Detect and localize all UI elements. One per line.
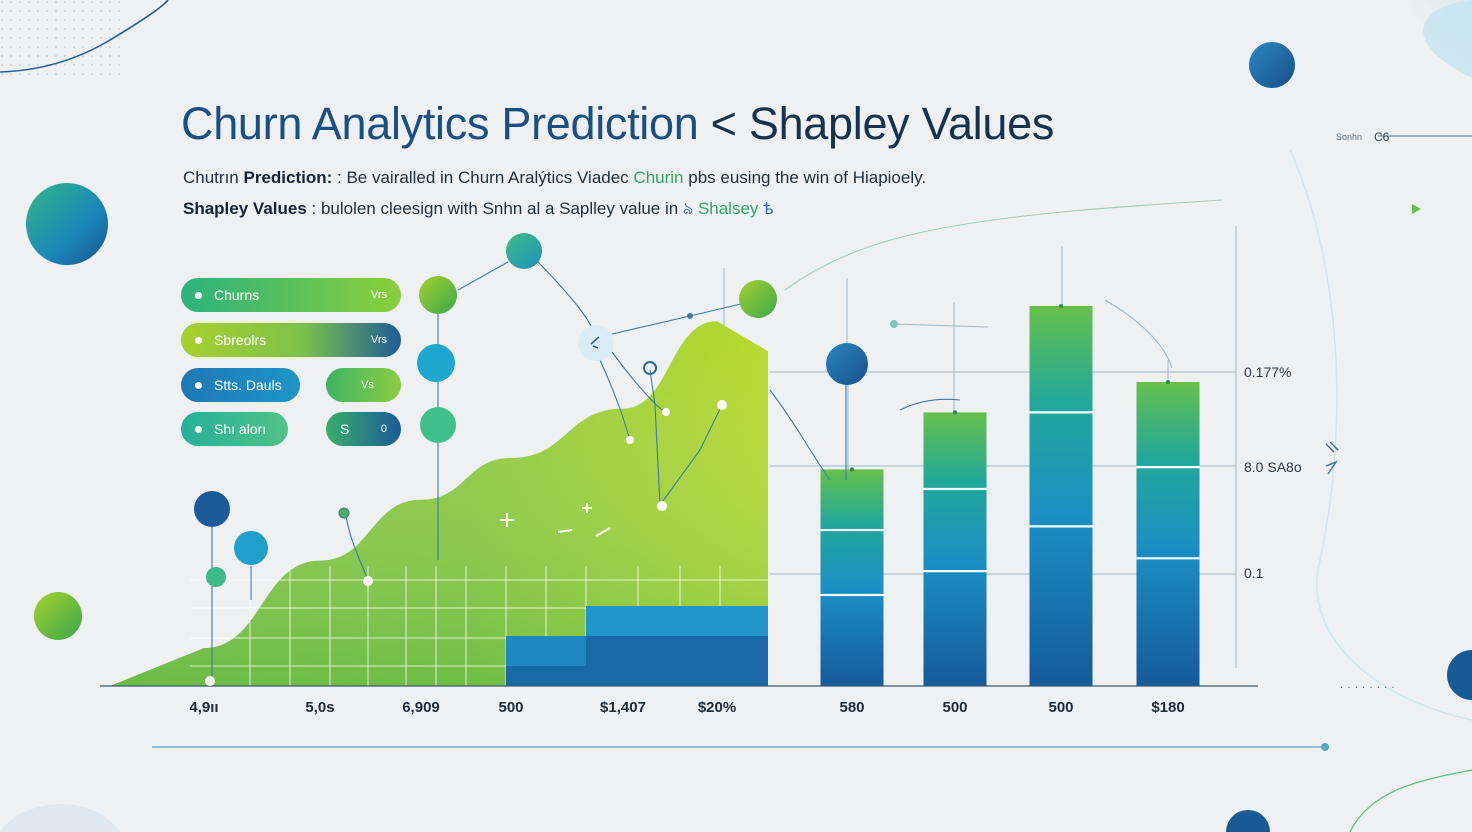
pill-value: Vs bbox=[361, 379, 374, 391]
node-dot-2 bbox=[890, 320, 898, 328]
decor-circle-edge bbox=[1447, 650, 1472, 700]
node-blue-large bbox=[826, 343, 868, 385]
pill-value: Vrs bbox=[370, 289, 387, 301]
y-tick-label: 8.0 SA8o bbox=[1244, 459, 1302, 475]
decor-circle-green bbox=[34, 592, 82, 640]
decor-circle-topright bbox=[1249, 42, 1295, 88]
y-tick-label: 0.1 bbox=[1244, 565, 1264, 581]
x-tick-label: $180 bbox=[1151, 699, 1184, 716]
ellipsis: ........ bbox=[1340, 677, 1399, 691]
pill-dot-icon bbox=[195, 336, 202, 344]
bar-series bbox=[820, 304, 1200, 686]
decor-swoosh bbox=[0, 0, 169, 73]
pill-label: Stts. Dauls bbox=[214, 377, 282, 393]
cursor-icon bbox=[590, 336, 600, 349]
subtitle2-end: ѣ bbox=[763, 199, 774, 218]
decor-curve-bottom bbox=[1349, 769, 1472, 832]
node-blue bbox=[417, 344, 455, 382]
x-tick-labels: 4,9ıı 5,0s 6,909 500 $1,407 $20% 580 500 500 $180 bbox=[189, 699, 1184, 716]
bar-top-marker bbox=[953, 410, 957, 415]
subtitle-bold: Prediction: bbox=[243, 168, 333, 187]
pill-dot-icon bbox=[195, 425, 202, 433]
corner-label-small: Sonhn bbox=[1336, 132, 1362, 142]
pill-value: Vrs bbox=[370, 334, 387, 346]
area-block bbox=[506, 636, 586, 666]
legend-pill-shi-alori[interactable]: Shı alorı bbox=[181, 412, 288, 446]
legend-pill-stts-dauls[interactable]: Stts. Dauls bbox=[181, 368, 300, 402]
pill-dot-icon bbox=[195, 291, 202, 299]
legend-pill-s[interactable]: S 0 bbox=[326, 412, 401, 446]
x-tick-label: 500 bbox=[942, 699, 967, 716]
subtitle-highlight: Churin bbox=[633, 168, 684, 187]
node-cyan bbox=[234, 531, 268, 565]
subtitle2-glyph: ঌ bbox=[682, 199, 694, 218]
node-dot-3 bbox=[687, 313, 693, 319]
area-block bbox=[586, 606, 768, 636]
subtitle-line-2: Shapley Values : bulolen cleesign with S… bbox=[183, 196, 774, 224]
pill-label: S bbox=[340, 421, 350, 437]
x-tick-label: 5,0s bbox=[305, 699, 334, 716]
pill-label: Churns bbox=[214, 287, 260, 303]
decor-circle-left bbox=[26, 183, 108, 265]
node-teal-top bbox=[506, 233, 542, 269]
node-navy bbox=[194, 491, 230, 527]
y-tick-label: 0.177% bbox=[1244, 364, 1291, 380]
title-part-2: < Shapley Values bbox=[710, 98, 1055, 149]
play-icon bbox=[1412, 204, 1421, 214]
node-small-teal bbox=[206, 567, 226, 587]
bar-top-marker bbox=[850, 467, 854, 472]
x-tick-label: 500 bbox=[498, 699, 523, 716]
subtitle2-bold: Shapley Values bbox=[183, 199, 307, 218]
x-tick-label: 580 bbox=[839, 699, 864, 716]
area-blocks bbox=[506, 606, 768, 686]
x-tick-label: $20% bbox=[698, 699, 736, 716]
decor-curve-right bbox=[1289, 149, 1472, 721]
x-tick-label: $1,407 bbox=[600, 699, 646, 716]
legend-pill-vs[interactable]: Vs bbox=[326, 368, 401, 402]
node-teal bbox=[420, 407, 456, 443]
x-tick-label: 4,9ıı bbox=[189, 699, 218, 716]
subtitle2-text: : bulolen cleesign with Snhn al a Saplle… bbox=[311, 199, 679, 218]
bar bbox=[923, 412, 987, 686]
subtitle-line-1: Chutrın Prediction: : Be vairalled in Ch… bbox=[183, 168, 926, 188]
bar bbox=[1029, 306, 1093, 686]
pill-label: Shı alorı bbox=[214, 421, 267, 437]
legend-pill-churns[interactable]: Churns Vrs bbox=[181, 278, 401, 312]
subtitle2-highlight: Shalsey bbox=[697, 199, 759, 218]
x-tick-label: 500 bbox=[1048, 699, 1073, 716]
node-pale bbox=[578, 325, 614, 361]
x-tick-label: 6,909 bbox=[402, 699, 440, 716]
pill-label: Sbreolrs bbox=[214, 332, 267, 348]
title-part-1: Churn Analytics Prediction bbox=[181, 98, 699, 149]
subtitle-prefix: Chutrın bbox=[183, 168, 239, 187]
dot-pattern bbox=[0, 0, 120, 78]
node-dot bbox=[338, 507, 350, 519]
pill-value: 0 bbox=[380, 423, 387, 435]
y-tick-labels: 0.177% 8.0 SA8o 0.1 bbox=[1244, 364, 1302, 581]
bar-top-marker bbox=[1166, 380, 1170, 384]
area-markers bbox=[205, 400, 727, 686]
node-green-right bbox=[739, 280, 777, 318]
subtitle-text: : Be vairalled in Churn Aralýtics Viadec bbox=[337, 168, 629, 187]
timeline-end bbox=[1321, 743, 1329, 751]
bar bbox=[820, 469, 884, 686]
decor-circle-bottom bbox=[1226, 810, 1270, 832]
page-title: Churn Analytics Prediction < Shapley Val… bbox=[181, 98, 1054, 150]
bar-top-marker bbox=[1059, 304, 1063, 308]
node-green bbox=[419, 276, 457, 314]
bar bbox=[1136, 382, 1200, 686]
decor-blob bbox=[0, 804, 120, 832]
sparkle-icons bbox=[500, 503, 611, 537]
corner-label: C6 bbox=[1374, 130, 1390, 144]
subtitle-suffix: pbs eusing the win of Hiapioely. bbox=[688, 168, 927, 187]
link-icons bbox=[1325, 441, 1339, 475]
area-shade bbox=[110, 321, 768, 686]
pin-icon bbox=[643, 361, 657, 375]
corner-wave bbox=[1423, 0, 1472, 78]
pill-dot-icon bbox=[195, 381, 202, 389]
legend-pill-sbreolrs[interactable]: Sbreolrs Vrs bbox=[181, 323, 401, 357]
